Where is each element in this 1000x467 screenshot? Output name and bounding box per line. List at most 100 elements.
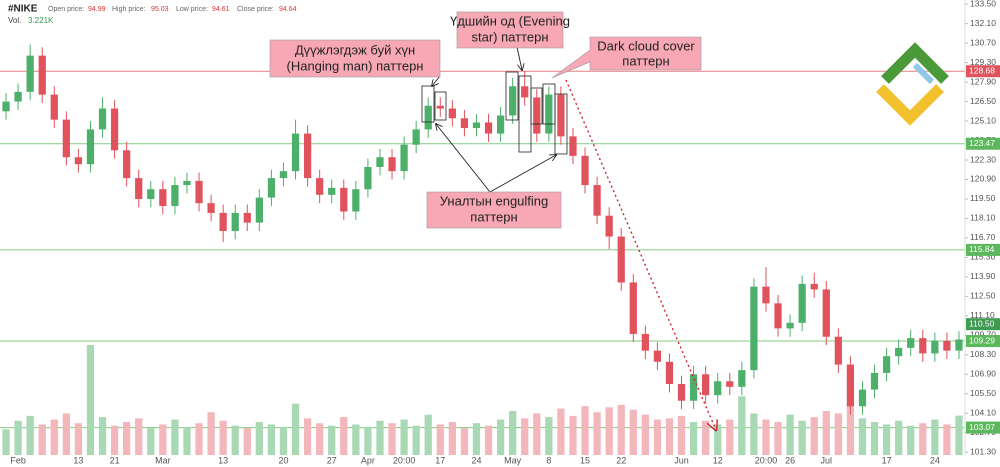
x-tick-label: 13 [73,455,83,465]
volume-bar [533,413,541,455]
volume-bar [279,426,288,455]
candle-body [26,55,34,92]
volume-bar [569,415,577,455]
volume-bar [303,418,312,455]
candle-body [267,178,276,198]
header-label: High price: [112,6,146,13]
candle-body [38,55,46,95]
volume-bar [26,415,34,455]
volume-bar [98,417,107,455]
volume-bar [436,424,444,455]
volume-bar [110,425,119,455]
candle-body [448,108,456,119]
volume-bar [665,418,674,455]
volume-bar [388,423,396,455]
level-label: 115.84 [969,244,995,254]
y-tick-label: 126.50 [970,96,996,106]
candle-body [123,150,131,179]
volume-bar [219,420,227,455]
volume-bar [629,409,637,455]
candle-body [303,133,312,179]
y-tick-label: 104.10 [970,408,996,418]
level-tag [966,243,1000,256]
y-tick-label: 129.30 [970,57,996,67]
candle-body [231,212,239,231]
volume-bar [364,426,372,455]
candle-body [907,338,915,348]
candle-body [822,289,830,337]
volume-bar [496,419,505,455]
candle-body [352,189,360,212]
y-tick-label: 122.30 [970,154,996,164]
volume-bar [557,408,565,455]
candle-body [279,171,288,179]
candle-body [424,105,432,130]
volume-bar [689,422,698,455]
candle-body [702,374,710,396]
candle-body [569,136,577,156]
volume-bar [412,425,420,455]
y-tick-label: 120.90 [970,174,996,184]
candle-body [219,212,227,231]
volume-bar [726,419,734,455]
candle-body [86,129,95,165]
y-tick-label: 116.70 [970,232,996,242]
volume-bar [943,424,951,455]
x-tick-label: 13 [218,455,228,465]
volume-bar [2,429,10,455]
header: #NIKE Open price: 94.99 High price: 95.0… [8,4,297,25]
candle-body [882,356,891,373]
candle-body [412,129,420,145]
candle-body [376,157,384,167]
candle-body [472,122,481,129]
y-tick-label: 101.30 [970,446,996,456]
level-label: 103.07 [969,422,995,432]
x-tick-label: 12 [713,455,723,465]
header-value: 94.99 [88,6,106,13]
y-tick-label: 132.10 [970,18,996,28]
volume-bar [400,419,408,455]
volume-bar [545,417,553,455]
candle-body [291,133,300,172]
volume-bar [895,420,903,455]
candle-body [870,372,879,390]
candle-body [726,381,734,387]
candle-body [834,336,842,365]
candle-body [810,283,818,290]
x-tick-label: Jun [674,455,689,465]
symbol: #NIKE [8,4,38,15]
candle-body [316,178,324,195]
annotation-text: Dark cloud cover [597,38,695,53]
candle-body [557,94,565,137]
volume-bar [460,428,469,455]
x-tick-label: 24 [930,455,940,465]
x-tick-label: 21 [110,455,120,465]
x-tick-label: 15 [580,455,590,465]
volume-bar [593,412,601,455]
candle-body [665,361,674,385]
annotation-text: паттерн [622,53,669,68]
header-label: Open price: [48,6,84,13]
volume-bar [448,422,456,455]
volume-bar [38,424,46,455]
volume-bar [822,411,830,455]
candle-body [750,286,758,371]
x-tick-label: 27 [327,455,337,465]
volume-bar [605,407,613,455]
volume-bar [750,413,758,455]
candle-body [62,119,70,158]
candle-body [858,389,867,407]
candle-body [521,86,529,98]
volume-bar [882,424,891,455]
volume-bar [834,413,842,455]
volume-bar [171,419,179,455]
candle-body [183,180,191,186]
header-value: 3.221K [28,16,54,25]
y-tick-label: 115.30 [970,252,996,262]
volume-bar [677,415,686,455]
volume-bar [521,418,529,455]
volume-bar [243,428,251,455]
header-value: 94.61 [212,6,230,13]
volume-bar [291,403,300,455]
y-tick-label: 109.70 [970,330,996,340]
